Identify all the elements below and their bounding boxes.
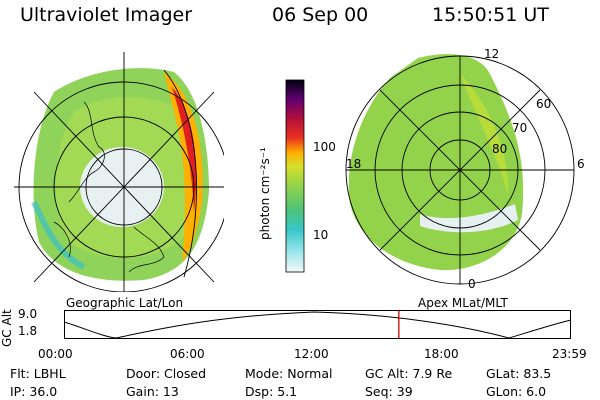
altitude-tick-high: 9.0 (18, 307, 38, 321)
mlt-label-12: 12 (484, 47, 500, 61)
info-gain: Gain: 13 (126, 384, 179, 399)
info-glon: GLon: 6.0 (486, 384, 547, 399)
mlt-label-18: 18 (346, 157, 362, 171)
time-tick-0600: 06:00 (170, 347, 205, 361)
intensity-colorbar (285, 79, 305, 273)
time-tick-1800: 18:00 (424, 347, 459, 361)
instrument-title: Ultraviolet Imager (20, 4, 193, 26)
info-gc-alt: GC Alt: 7.9 Re (365, 366, 453, 381)
info-door: Door: Closed (126, 366, 207, 381)
altitude-axis-label: GC Alt (0, 309, 14, 347)
magnetic-polar-image (345, 48, 580, 292)
timeline-frame (64, 310, 571, 339)
geographic-aurora-image (14, 52, 224, 292)
info-filter: Flt: LBHL (10, 366, 66, 381)
altitude-curve (64, 311, 572, 339)
geo-grid (14, 52, 224, 292)
mag-grid (345, 55, 575, 285)
mlat-label-60: 60 (536, 97, 552, 111)
geo-auroral-arc (164, 72, 203, 262)
magnetic-caption: Apex MLat/MLT (418, 296, 508, 310)
colorbar-tick-10: 10 (313, 228, 329, 242)
mlt-label-0: 0 (468, 277, 476, 291)
mag-emission-field (348, 54, 524, 271)
colorbar-gradient (285, 79, 305, 273)
info-glat: GLat: 83.5 (486, 366, 552, 381)
info-seq: Seq: 39 (365, 384, 413, 399)
altitude-tick-low: 1.8 (18, 324, 38, 338)
mlt-label-6: 6 (577, 157, 585, 171)
geo-cyan-band (31, 200, 86, 270)
geographic-caption: Geographic Lat/Lon (66, 296, 184, 310)
time-tick-0000: 00:00 (38, 347, 73, 361)
info-mode: Mode: Normal (245, 366, 333, 381)
observation-time: 15:50:51 UT (432, 4, 549, 26)
time-tick-1200: 12:00 (294, 347, 329, 361)
time-tick-2359: 23:59 (552, 347, 587, 361)
altitude-timeline (64, 310, 572, 339)
info-ip: IP: 36.0 (10, 384, 58, 399)
geo-arc-peak (172, 87, 197, 212)
info-dsp: Dsp: 5.1 (245, 384, 298, 399)
colorbar-unit-label: photon cm⁻²s⁻¹ (258, 147, 272, 240)
mlat-label-70: 70 (512, 121, 528, 135)
mlat-label-80: 80 (492, 142, 508, 156)
mag-dark-band (420, 204, 518, 233)
geo-coastlines (53, 101, 165, 273)
observation-date: 06 Sep 00 (272, 4, 369, 26)
colorbar-tick-100: 100 (313, 140, 336, 154)
